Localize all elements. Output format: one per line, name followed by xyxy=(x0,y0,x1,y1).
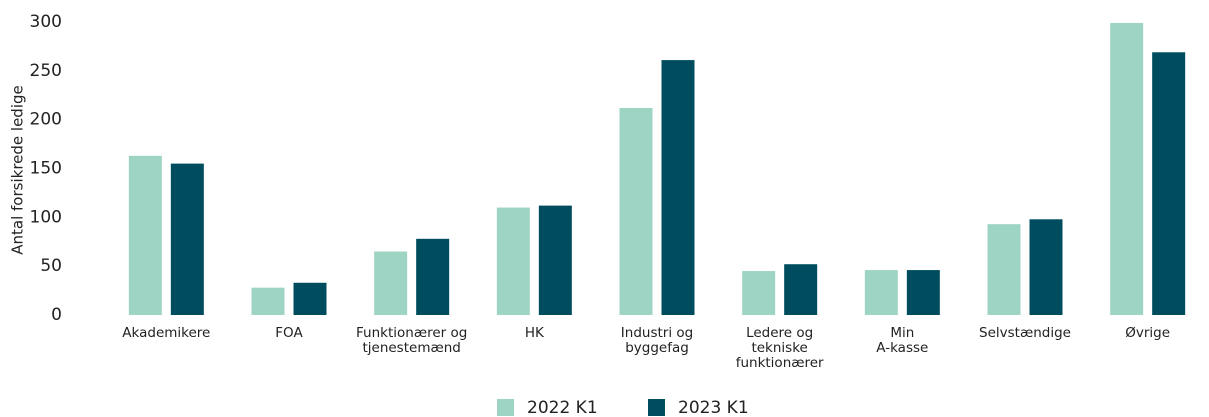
x-tick-label: Selvstændige xyxy=(979,325,1071,341)
y-tick-label: 50 xyxy=(40,256,62,276)
x-tick-label: Industri og xyxy=(621,325,693,341)
x-tick-label: Akademikere xyxy=(122,325,210,341)
y-axis-label: Antal forsikrede ledige xyxy=(9,85,27,255)
legend-swatch xyxy=(497,399,514,416)
legend-swatch xyxy=(648,399,665,416)
x-tick-label: A-kasse xyxy=(876,340,928,356)
bar xyxy=(619,107,653,316)
x-tick-label: Ledere og xyxy=(746,325,813,341)
legend-label: 2022 K1 xyxy=(527,398,598,417)
y-tick-label: 300 xyxy=(30,12,62,32)
y-tick-label: 150 xyxy=(30,159,62,179)
y-tick-label: 100 xyxy=(30,207,62,227)
bar xyxy=(374,251,408,315)
x-tick-label: HK xyxy=(525,325,545,341)
bar xyxy=(496,207,530,315)
x-tick-label: byggefag xyxy=(625,340,689,356)
bar xyxy=(661,60,695,316)
bar xyxy=(293,282,327,315)
x-tick-label: Øvrige xyxy=(1125,325,1170,341)
y-tick-label: 0 xyxy=(51,305,62,325)
x-tick-label: funktionærer xyxy=(736,355,824,371)
bar xyxy=(170,163,204,315)
bar xyxy=(538,205,572,315)
x-tick-label: Funktionærer og xyxy=(356,325,467,341)
x-tick-label: tjenestemænd xyxy=(362,340,460,356)
bar xyxy=(784,264,818,315)
bar xyxy=(906,270,940,315)
x-tick-label: FOA xyxy=(275,325,303,341)
bar xyxy=(1110,22,1144,316)
bar xyxy=(1029,219,1063,315)
y-tick-label: 200 xyxy=(30,110,62,130)
x-tick-label: tekniske xyxy=(751,340,807,356)
bar xyxy=(416,238,450,315)
x-tick-label: Min xyxy=(890,325,914,341)
bar xyxy=(987,224,1021,315)
legend-label: 2023 K1 xyxy=(678,398,749,417)
bar xyxy=(251,287,285,315)
bar xyxy=(128,155,162,315)
y-tick-label: 250 xyxy=(30,61,62,81)
bar xyxy=(742,271,776,315)
bar xyxy=(1152,52,1186,315)
bar xyxy=(864,270,898,315)
